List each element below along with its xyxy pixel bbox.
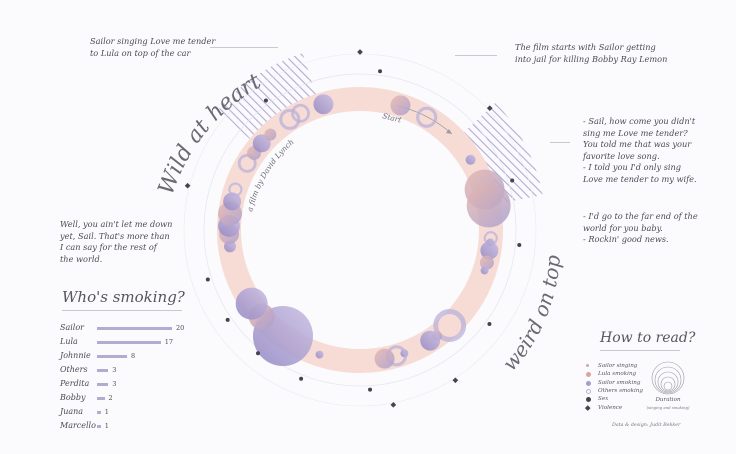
leader-line bbox=[210, 47, 278, 48]
legend-label: Sailor smoking bbox=[598, 379, 641, 386]
sex-marker bbox=[225, 317, 230, 322]
smoking-value: 2 bbox=[108, 394, 113, 402]
smoking-bubble bbox=[264, 128, 277, 141]
arc-icon bbox=[586, 364, 589, 367]
legend-label: Violence bbox=[598, 404, 623, 411]
legend-label: Others smoking bbox=[598, 387, 643, 394]
sex-marker bbox=[205, 277, 210, 282]
smoking-bubble bbox=[480, 266, 489, 275]
leader-line bbox=[455, 55, 497, 56]
legend-title: How to read? bbox=[600, 330, 696, 346]
smoking-bubble bbox=[228, 182, 243, 197]
violence-marker bbox=[486, 105, 493, 111]
leader-line bbox=[550, 142, 570, 143]
smoking-bubble bbox=[479, 255, 494, 270]
sex-marker bbox=[263, 98, 268, 103]
smoking-bar bbox=[97, 327, 172, 330]
smoking-bar bbox=[97, 411, 101, 414]
smoking-name: Bobby bbox=[60, 393, 86, 402]
smoking-bar bbox=[97, 369, 109, 372]
smoking-bubble bbox=[291, 103, 310, 123]
smoking-bubble bbox=[315, 350, 324, 359]
divider bbox=[62, 310, 182, 311]
smoking-name: Sailor bbox=[60, 323, 85, 332]
smoking-value: 1 bbox=[104, 408, 109, 416]
smoking-bar bbox=[97, 425, 101, 428]
smoking-value: 1 bbox=[104, 422, 109, 430]
singing-arc bbox=[216, 53, 323, 154]
smoking-bubble bbox=[465, 154, 476, 165]
sex-marker bbox=[517, 243, 522, 248]
bottom-title: weird on top bbox=[497, 254, 564, 375]
smoking-bar bbox=[97, 341, 161, 344]
smoking-bubble bbox=[374, 348, 395, 369]
violence-marker bbox=[452, 377, 459, 384]
smoking-value: 17 bbox=[164, 338, 174, 346]
smoking-bubble bbox=[466, 183, 511, 228]
smoking-value: 8 bbox=[131, 352, 136, 360]
bubbles bbox=[218, 94, 511, 369]
circle-icon bbox=[586, 380, 591, 386]
smoking-bubble bbox=[223, 192, 242, 211]
quote-top-right: The film starts with Sailor getting into… bbox=[515, 42, 668, 64]
smoking-bar bbox=[97, 383, 109, 386]
legend-label: Sex bbox=[598, 396, 609, 403]
quote-right-1: - Sail, how come you didn't sing me Love… bbox=[583, 116, 697, 184]
credit: Data & design: Judit Bekker bbox=[612, 423, 681, 428]
dot-icon bbox=[586, 397, 591, 403]
sex-marker bbox=[299, 376, 304, 381]
ring-icon bbox=[586, 388, 591, 394]
smoking-title: Who's smoking? bbox=[62, 288, 185, 306]
duration-legend-icon bbox=[651, 361, 685, 395]
violence-marker bbox=[390, 402, 397, 408]
smoking-name: Juana bbox=[60, 407, 84, 416]
smoking-name: Lula bbox=[60, 337, 78, 346]
smoking-bubble bbox=[279, 108, 301, 130]
guide-ring bbox=[203, 73, 517, 387]
quote-top-left: Sailor singing Love me tender to Lula on… bbox=[90, 36, 216, 58]
smoking-bubble bbox=[237, 153, 257, 173]
sex-marker bbox=[368, 387, 373, 392]
circle-icon bbox=[586, 372, 591, 378]
sex-marker bbox=[510, 178, 515, 183]
legend-duration-label: Duration bbox=[655, 397, 681, 403]
smoking-name: Perdita bbox=[60, 379, 90, 388]
smoking-name: Marcello bbox=[60, 421, 96, 430]
bottom-title-text: weird on top bbox=[497, 254, 564, 375]
legend-label: Lula smoking bbox=[598, 371, 637, 378]
legend-duration-sub: (singing and smoking) bbox=[646, 405, 690, 410]
violence-marker bbox=[184, 182, 191, 189]
smoking-bubble bbox=[420, 330, 441, 351]
smoking-bubble bbox=[480, 241, 499, 260]
smoking-bubble bbox=[416, 106, 438, 128]
smoking-value: 20 bbox=[176, 324, 185, 332]
smoking-bar bbox=[97, 397, 105, 400]
start-arrow-head bbox=[446, 129, 452, 134]
smoking-bar bbox=[97, 355, 127, 358]
sex-marker bbox=[487, 322, 492, 327]
divider bbox=[600, 350, 680, 351]
sex-marker bbox=[378, 69, 383, 74]
smoking-bubble bbox=[390, 95, 411, 116]
smoking-bubble bbox=[235, 287, 268, 320]
quote-left: Well, you ain't let me down yet, Sail. T… bbox=[60, 219, 173, 264]
smoking-value: 3 bbox=[112, 380, 117, 388]
smoking-bubble bbox=[313, 94, 334, 115]
smoking-bubble bbox=[433, 309, 467, 342]
smoking-value: 3 bbox=[112, 366, 117, 374]
smoking-name: Johnnie bbox=[60, 351, 91, 360]
quote-right-2: - I'd go to the far end of the world for… bbox=[583, 211, 698, 244]
markers bbox=[184, 49, 522, 408]
smoking-name: Others bbox=[60, 365, 88, 374]
sex-marker bbox=[256, 351, 261, 356]
legend-label: Sailor singing bbox=[598, 363, 638, 369]
